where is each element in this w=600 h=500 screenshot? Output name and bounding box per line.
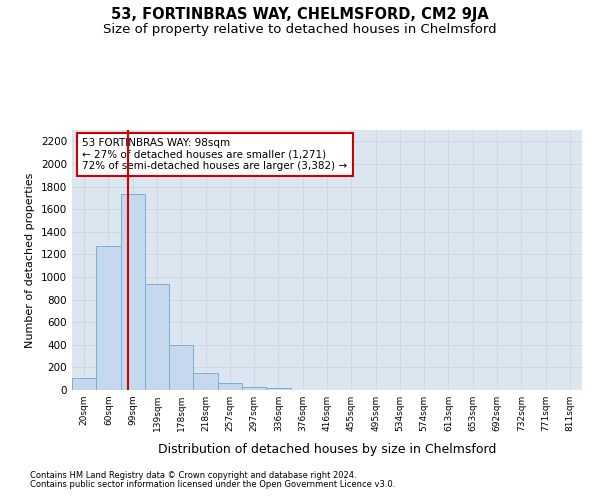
Bar	[96, 246, 121, 390]
Bar	[145, 284, 169, 390]
Bar	[169, 345, 193, 390]
Bar	[72, 378, 96, 390]
Text: Distribution of detached houses by size in Chelmsford: Distribution of detached houses by size …	[158, 442, 496, 456]
Bar	[121, 194, 145, 390]
Bar	[218, 382, 242, 390]
Text: 53, FORTINBRAS WAY, CHELMSFORD, CM2 9JA: 53, FORTINBRAS WAY, CHELMSFORD, CM2 9JA	[111, 8, 489, 22]
Bar	[193, 373, 218, 390]
Bar	[242, 386, 266, 390]
Text: Contains HM Land Registry data © Crown copyright and database right 2024.: Contains HM Land Registry data © Crown c…	[30, 471, 356, 480]
Y-axis label: Number of detached properties: Number of detached properties	[25, 172, 35, 348]
Text: Size of property relative to detached houses in Chelmsford: Size of property relative to detached ho…	[103, 22, 497, 36]
Bar	[266, 388, 290, 390]
Text: 53 FORTINBRAS WAY: 98sqm
← 27% of detached houses are smaller (1,271)
72% of sem: 53 FORTINBRAS WAY: 98sqm ← 27% of detach…	[82, 138, 347, 171]
Text: Contains public sector information licensed under the Open Government Licence v3: Contains public sector information licen…	[30, 480, 395, 489]
